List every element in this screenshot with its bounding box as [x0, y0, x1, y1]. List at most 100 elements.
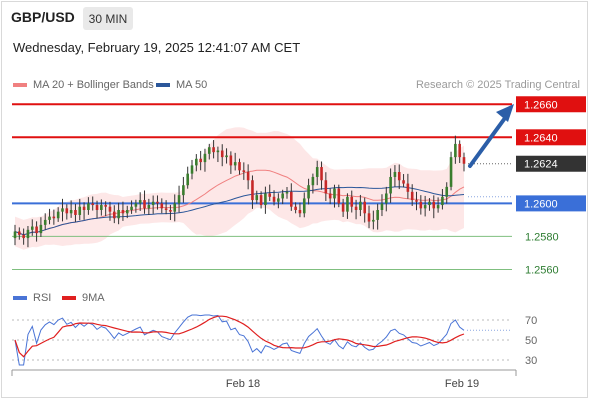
candle-body: [225, 155, 228, 158]
symbol-title: GBP/USD: [11, 9, 75, 25]
candle-body: [26, 229, 30, 239]
candle-body: [117, 210, 120, 219]
level-label-1.2600: 1.2600: [524, 198, 558, 210]
level-tag-1.2660: [516, 96, 586, 113]
candle-body: [238, 162, 241, 171]
candle-body: [143, 200, 146, 209]
candle-body: [281, 193, 284, 199]
candle-body: [22, 234, 25, 239]
candle-body: [428, 201, 431, 206]
candle-body: [147, 205, 151, 209]
candle-body: [290, 191, 293, 207]
candle-body: [307, 185, 310, 199]
rsi-tick-label: 50: [525, 335, 537, 347]
candle-body: [121, 210, 125, 214]
bollinger-band: [15, 127, 464, 250]
candle-body: [39, 224, 43, 234]
candle-body: [91, 203, 95, 206]
candle-body: [125, 210, 129, 214]
candle-body: [259, 195, 263, 206]
candle-body: [376, 210, 379, 220]
candle-body: [363, 201, 366, 214]
last-price-label: 1.2624: [524, 159, 558, 171]
forecast-arrow-head: [496, 104, 514, 122]
legend-label: MA 50: [176, 79, 208, 91]
candle-body: [48, 216, 51, 220]
candle-body: [346, 196, 349, 212]
candle-body: [138, 200, 142, 204]
candle-body: [177, 195, 181, 204]
candle-body: [380, 203, 384, 210]
candle-body: [415, 200, 418, 202]
candle-body: [454, 143, 457, 158]
candle-body: [264, 193, 267, 206]
candle-body: [341, 203, 345, 212]
candle-body: [255, 195, 259, 201]
candle-body: [350, 196, 354, 207]
candle-body: [406, 183, 410, 192]
candle-body: [354, 206, 358, 210]
candle-body: [397, 172, 401, 181]
candle-body: [441, 196, 444, 206]
candle-body: [173, 203, 177, 212]
candle-body: [268, 193, 272, 197]
level-label-1.2640: 1.2640: [524, 132, 558, 144]
candle-body: [337, 188, 341, 204]
candle-body: [134, 203, 138, 207]
candle-body: [87, 203, 90, 210]
candle-body: [389, 176, 392, 194]
level-tag-1.2640: [516, 129, 586, 146]
candle-body: [242, 170, 246, 172]
candle-body: [410, 191, 414, 201]
candle-body: [423, 205, 427, 209]
candle-body: [302, 198, 306, 214]
candle-body: [186, 173, 189, 186]
candle-body: [113, 211, 116, 219]
ma50-line: [14, 186, 465, 236]
candle-body: [69, 210, 73, 214]
legend-swatch: [62, 296, 76, 300]
candle-body: [285, 191, 289, 194]
timeframe-button[interactable]: 30 MIN: [83, 7, 133, 30]
candle-body: [445, 186, 449, 197]
candle-body: [74, 210, 77, 215]
candle-body: [311, 176, 315, 186]
candle-body: [328, 193, 332, 199]
candle-body: [52, 216, 56, 219]
legend-item-ma50: MA 50: [156, 79, 207, 91]
candle-body: [104, 205, 107, 207]
candle-body: [61, 208, 64, 212]
candle-body: [436, 205, 440, 209]
candle-body: [294, 206, 297, 210]
candle-body: [13, 231, 17, 239]
candle-body: [251, 180, 254, 201]
candle-body: [78, 206, 82, 215]
candle-body: [156, 201, 159, 204]
candle-body: [246, 172, 250, 181]
candle-body: [212, 147, 215, 153]
legend-swatch: [13, 296, 27, 300]
candle-body: [182, 185, 185, 196]
candle-body: [359, 201, 362, 210]
candle-body: [462, 157, 466, 164]
rsi-tick-label: 70: [525, 315, 537, 327]
chart-datetime: Wednesday, February 19, 2025 12:41:07 AM…: [13, 40, 301, 55]
candle-body: [164, 208, 168, 210]
candle-body: [432, 201, 436, 209]
candle-body: [372, 219, 375, 222]
legend-item-9ma: 9MA: [62, 292, 105, 304]
candle-body: [220, 150, 224, 158]
x-tick-label: Feb 19: [445, 378, 479, 390]
legend-label: 9MA: [82, 292, 105, 304]
candle-body: [449, 157, 453, 187]
legend-label: MA 20 + Bollinger Bands: [33, 79, 154, 91]
candle-body: [272, 196, 276, 202]
candle-body: [458, 143, 461, 158]
candle-body: [333, 188, 336, 199]
level-tag-1.2600: [516, 195, 586, 212]
candle-body: [207, 147, 211, 154]
legend-swatch: [13, 83, 27, 87]
legend-item-ma20-bollinger: MA 20 + Bollinger Bands: [13, 79, 154, 91]
